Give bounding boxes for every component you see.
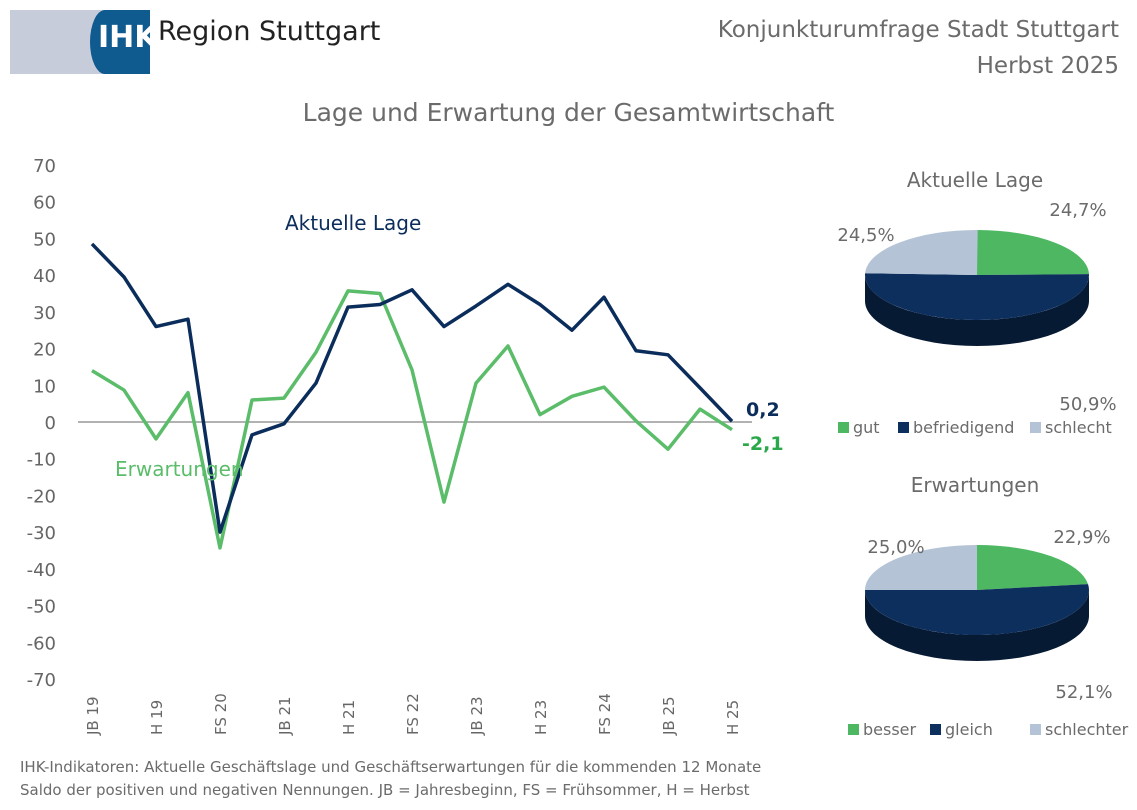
footnote: IHK-Indikatoren: Aktuelle Geschäftslage … [20,756,761,802]
y-tick-label: -70 [27,670,56,691]
x-tick-label: FS 22 [404,693,422,735]
legend-label-gleich: gleich [945,720,993,739]
pie-value-label: 24,7% [1049,200,1106,221]
x-tick-label: JB 25 [660,696,678,736]
brand-name: Region Stuttgart [158,16,381,47]
pie-slice-gleich [865,584,1089,635]
y-tick-label: -10 [27,450,56,471]
pie-value-label: 52,1% [1055,682,1112,703]
legend-swatch-gleich [930,724,941,735]
pie-slice-gut [977,230,1089,275]
legend-label-schlecht: schlecht [1045,418,1112,437]
y-tick-label: 60 [33,193,56,214]
pie-slice-besser [977,545,1089,590]
y-tick-label: 50 [33,229,56,250]
pie-value-label: 24,5% [837,225,894,246]
y-tick-label: -50 [27,597,56,618]
pie-value-label: 25,0% [867,537,924,558]
header-line1: Konjunkturumfrage Stadt Stuttgart [717,17,1119,43]
legend-label-befriedigend: befriedigend [913,418,1014,437]
x-tick-label: JB 21 [276,696,294,736]
pie-title: Erwartungen [911,473,1040,497]
y-tick-label: 70 [33,156,56,177]
chart-title: Lage und Erwartung der Gesamtwirtschaft [302,98,835,127]
series-label-lage: Aktuelle Lage [285,211,421,235]
pie-slice-schlechter [865,545,977,590]
pie-slice-befriedigend [865,273,1089,321]
x-tick-label: H 19 [148,700,166,735]
y-tick-label: -60 [27,633,56,654]
footnote-line1: IHK-Indikatoren: Aktuelle Geschäftslage … [20,758,762,776]
pie-side-gleich [865,590,1089,661]
y-tick-label: 40 [33,266,56,287]
legend-label-besser: besser [863,720,917,739]
end-label-lage: 0,2 [746,399,780,421]
x-tick-label: JB 23 [468,696,486,736]
y-tick-label: 30 [33,303,56,324]
y-tick-label: 10 [33,376,56,397]
legend-swatch-schlecht [1030,422,1041,433]
end-label-erwartungen: -2,1 [742,433,784,455]
y-tick-label: 0 [45,413,56,434]
footnote-line2: Saldo der positiven und negativen Nennun… [20,781,750,799]
legend-swatch-gut [838,422,849,433]
y-tick-label: -20 [27,486,56,507]
series-line-erwartungen [91,289,733,550]
x-tick-label: H 23 [532,700,550,735]
series-label-erwartungen: Erwartungen [115,457,244,481]
header-line2: Herbst 2025 [976,53,1119,79]
series-line-aktuelle-lage [90,242,734,534]
legend-label-schlechter: schlechter [1045,720,1129,739]
x-tick-label: JB 19 [84,696,102,736]
ihk-logo: IHK [10,10,150,74]
logo-text: IHK [98,20,150,55]
x-tick-label: H 21 [340,700,358,735]
legend-swatch-besser [848,724,859,735]
y-tick-label: -30 [27,523,56,544]
legend-swatch-befriedigend [898,422,909,433]
pie-slice-schlecht [865,230,978,275]
x-tick-label: H 25 [724,700,742,735]
x-tick-label: FS 24 [596,693,614,735]
report-header: Konjunkturumfrage Stadt Stuttgart Herbst … [718,12,1119,84]
pie-value-label: 50,9% [1059,394,1116,415]
pie-side-befriedigend [865,275,1089,346]
pie-value-label: 22,9% [1053,527,1110,548]
legend-swatch-schlechter [1030,724,1041,735]
x-tick-label: FS 20 [212,693,230,735]
pie-title: Aktuelle Lage [907,168,1043,192]
legend-label-gut: gut [853,418,880,437]
y-tick-label: 20 [33,340,56,361]
y-tick-label: -40 [27,560,56,581]
